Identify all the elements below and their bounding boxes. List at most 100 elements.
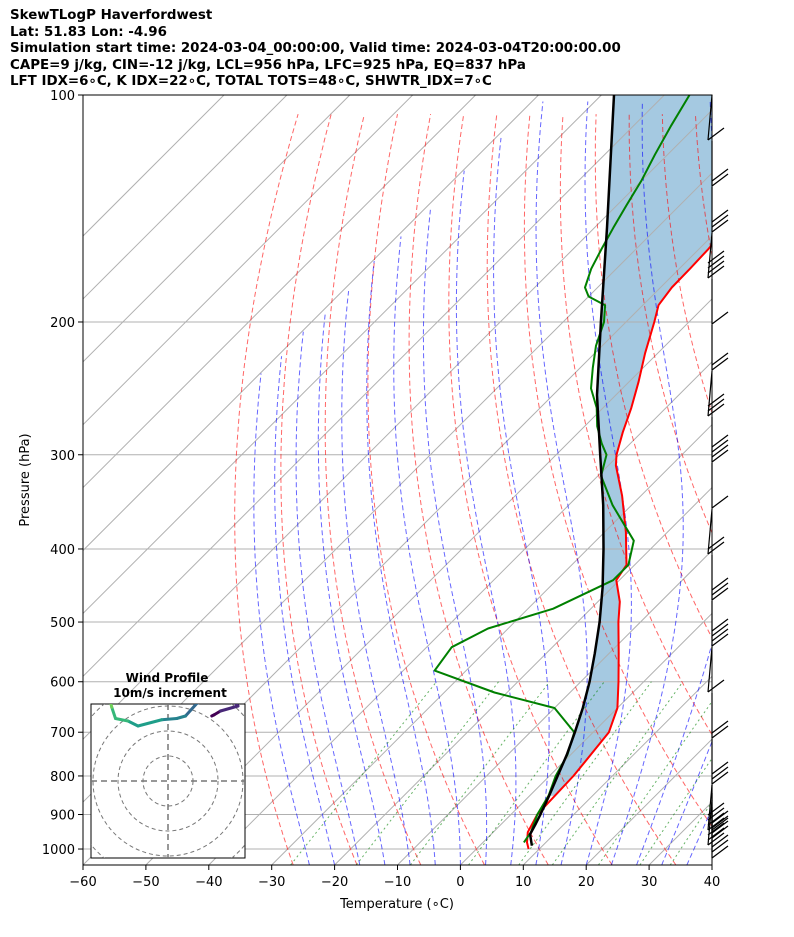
wind-barb-flag [711, 587, 729, 601]
moist-adiabat [711, 863, 712, 865]
wind-barb-flag [707, 827, 725, 841]
isotherm [83, 95, 602, 615]
y-tick-label: 200 [50, 316, 75, 331]
wind-barb-flag [707, 679, 725, 693]
wind-barb-flag [711, 209, 729, 223]
mixing-ratio-lines [290, 681, 712, 865]
x-axis-label: Temperature (∘C) [339, 897, 454, 912]
mixing-ratio-line [669, 800, 712, 865]
wind-barb-flag [707, 260, 725, 274]
chart-header: SkewTLogP Haverfordwest Lat: 51.83 Lon: … [10, 8, 621, 91]
wind-barb-flag [711, 725, 729, 739]
hodograph-segment [219, 704, 240, 713]
wind-barb-flag [711, 582, 729, 596]
isotherm [83, 95, 665, 678]
hodograph-segment [160, 717, 179, 722]
dry-adiabat [559, 114, 712, 736]
wind-barb-flag [707, 822, 725, 836]
x-tick-label: 30 [641, 875, 658, 890]
wind-barb-flag [707, 265, 725, 279]
hodograph-segment [233, 704, 240, 708]
wind-barb-flag [711, 618, 729, 632]
x-tick-label: 0 [456, 875, 464, 890]
isotherm [83, 95, 225, 237]
dry-adiabat [448, 114, 613, 865]
dry-adiabat [408, 114, 549, 865]
isotherm [83, 109, 712, 740]
moist-adiabat [295, 331, 361, 865]
cape-fill-layer [549, 95, 712, 796]
location-line: Lat: 51.83 Lon: -4.96 [10, 24, 167, 40]
moist-adiabat [366, 260, 436, 865]
isotherm [208, 361, 712, 865]
isotherm [83, 95, 414, 426]
hodograph-segment [175, 714, 187, 720]
y-tick-label: 300 [50, 449, 75, 464]
x-tick-label: 10 [515, 875, 532, 890]
dry-adiabat [523, 114, 712, 828]
mixing-ratio-line [355, 681, 499, 865]
hodograph-subtitle: 10m/s increment [113, 686, 227, 700]
wind-barb-flag [711, 449, 729, 463]
parcel-line [528, 95, 616, 846]
hodograph-ring [117, 730, 219, 832]
x-tick-label: 20 [578, 875, 595, 890]
wind-barb-flag [711, 839, 729, 853]
wind-barb-flag [711, 834, 729, 848]
x-tick-label: 40 [704, 875, 721, 890]
y-tick-label: 600 [50, 676, 75, 691]
wind-barb-flag [707, 832, 725, 846]
hodograph-segment [195, 704, 200, 705]
isotherm [83, 95, 539, 552]
wind-barb-flag [711, 771, 729, 785]
y-tick-label: 900 [50, 809, 75, 824]
wind-barb-flag [711, 495, 729, 509]
moist-adiabat [422, 209, 488, 865]
wind-barb-flag [707, 393, 725, 407]
temperature-line [526, 243, 712, 850]
isotherm [83, 95, 288, 300]
moist-adiabat [393, 236, 461, 865]
wind-barb [707, 646, 713, 693]
isotherm [711, 864, 712, 865]
hodograph-segment [93, 637, 99, 650]
y-tick-label: 1000 [42, 843, 75, 858]
moist-adiabat [610, 101, 684, 865]
wind-barb-flag [711, 219, 729, 233]
dry-adiabat [762, 114, 794, 865]
moist-adiabat [584, 101, 632, 865]
mixing-ratio-line [597, 700, 712, 865]
wind-barb-flag [711, 311, 729, 325]
moist-adiabat [661, 740, 712, 865]
moist-adiabat [455, 170, 517, 865]
dry-adiabat [367, 113, 485, 865]
cape-shading [549, 95, 712, 796]
moist-adiabat [274, 356, 336, 865]
x-tick-label: −50 [132, 875, 159, 890]
dry-adiabat [729, 114, 794, 865]
isotherm [271, 423, 712, 865]
wind-barb-flag [711, 817, 729, 831]
wind-barb-flag [711, 173, 729, 187]
axis-ticks: −60 −50 −40 −30 −20 −10 0 10 20 30 40 100 200 300 400 5… [42, 89, 720, 890]
wind-barb [707, 784, 713, 831]
isotherm [460, 612, 712, 865]
hodograph-inset: Wind Profile 10m/s increment [90, 637, 246, 859]
isotherm [83, 95, 476, 489]
hodograph-title: Wind Profile [126, 671, 209, 685]
mixing-ratio-line [639, 757, 712, 865]
moist-adiabat [317, 311, 386, 865]
moist-adiabat [493, 137, 550, 865]
y-axis-label: Pressure (hPa) [18, 433, 33, 526]
wind-barb-flag [707, 398, 725, 412]
indices-line-1: CAPE=9 j/kg, CIN=-12 j/kg, LCL=956 hPa, … [10, 57, 526, 73]
moist-adiabat [253, 373, 310, 865]
dry-adiabat [280, 113, 358, 865]
moist-adiabat [636, 101, 712, 865]
wind-barb-flag [711, 214, 729, 228]
isotherm [522, 675, 712, 865]
wind-barb-flag [707, 536, 725, 550]
wind-barb [707, 232, 713, 279]
wind-barb-flag [711, 357, 729, 371]
